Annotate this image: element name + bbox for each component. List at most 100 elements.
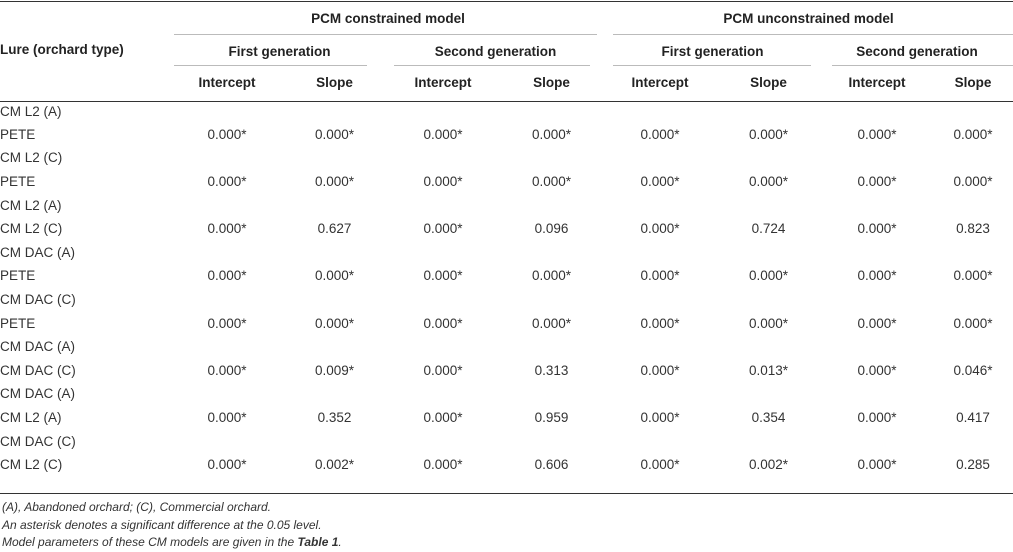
value-cell: 0.000*	[640, 268, 680, 284]
value-cell	[933, 241, 1013, 265]
value-cell: 0.417	[956, 410, 990, 426]
value-cell: 0.002*	[749, 457, 789, 473]
footnote-period: .	[338, 535, 342, 549]
value-cell	[387, 99, 499, 123]
table-row: CM L2 (C) 0.000* 0.002* 0.000* 0.606 0.000* 0.…	[0, 453, 1013, 477]
value-cell	[716, 146, 821, 170]
value-cell: 0.000*	[423, 126, 463, 142]
value-cell: 0.000*	[640, 315, 680, 331]
value-cell: 0.000*	[531, 174, 572, 190]
value-cell: 0.000*	[640, 410, 680, 426]
value-cell	[716, 382, 821, 406]
table-footnotes: (A), Abandoned orchard; (C), Commercial …	[2, 499, 342, 552]
value-cell	[499, 99, 604, 123]
value-cell	[604, 241, 716, 265]
model-header-unconstrained: PCM unconstrained model	[723, 10, 894, 26]
group-rule-gen	[613, 65, 811, 66]
value-cell: 0.000*	[640, 174, 680, 190]
value-cell	[716, 335, 821, 359]
table-row: CM DAC (A)	[0, 241, 1013, 265]
lure-label: CM L2 (A)	[0, 104, 62, 120]
value-cell: 0.000*	[314, 126, 355, 142]
value-cell: 0.013*	[749, 362, 789, 378]
value-cell: 0.000*	[423, 315, 463, 331]
value-cell: 0.000*	[207, 362, 247, 378]
value-cell: 0.000*	[423, 362, 463, 378]
value-cell	[282, 288, 387, 312]
value-cell	[387, 146, 499, 170]
param-header-intercept: Intercept	[198, 75, 256, 90]
value-cell: 0.000*	[640, 126, 680, 142]
generation-header: Second generation	[856, 43, 978, 59]
value-cell	[387, 335, 499, 359]
value-cell	[604, 193, 716, 217]
value-cell	[172, 429, 282, 453]
value-cell: 0.000*	[857, 221, 897, 237]
value-cell: 0.000*	[423, 457, 463, 473]
value-cell	[716, 241, 821, 265]
value-cell	[604, 429, 716, 453]
value-cell: 0.823	[956, 221, 990, 237]
table-row: CM L2 (A) 0.000* 0.352 0.000* 0.959 0.000* 0.3…	[0, 406, 1013, 430]
value-cell	[172, 146, 282, 170]
value-cell	[172, 241, 282, 265]
value-cell	[282, 146, 387, 170]
value-cell: 0.000*	[640, 362, 680, 378]
value-cell: 0.000*	[749, 174, 789, 190]
value-cell: 0.285	[956, 457, 990, 473]
value-cell	[604, 99, 716, 123]
footnote-model-reference: Model parameters of these CM models are …	[2, 534, 342, 552]
value-cell	[933, 288, 1013, 312]
param-header-intercept: Intercept	[631, 75, 689, 90]
value-cell: 0.009*	[314, 362, 355, 378]
value-cell	[387, 241, 499, 265]
table-row: CM DAC (C)	[0, 288, 1013, 312]
value-cell: 0.313	[534, 362, 569, 378]
lure-label: PETE	[0, 268, 36, 284]
table-row: CM L2 (C)	[0, 146, 1013, 170]
table-reference-link[interactable]: Table 1	[297, 535, 339, 549]
table-bottom-rule	[0, 493, 1013, 494]
value-cell: 0.000*	[953, 174, 993, 190]
value-cell: 0.000*	[640, 221, 680, 237]
generation-header: Second generation	[434, 43, 557, 59]
value-cell	[387, 429, 499, 453]
value-cell	[499, 429, 604, 453]
value-cell	[821, 241, 933, 265]
lure-label: CM L2 (A)	[0, 197, 62, 213]
value-cell	[172, 382, 282, 406]
value-cell: 0.046*	[953, 362, 993, 378]
value-cell: 0.000*	[423, 410, 463, 426]
table-row: CM DAC (A)	[0, 335, 1013, 359]
value-cell	[499, 288, 604, 312]
value-cell	[172, 335, 282, 359]
table-row: CM DAC (A)	[0, 382, 1013, 406]
value-cell	[604, 335, 716, 359]
lure-label: PETE	[0, 174, 36, 190]
value-cell	[282, 335, 387, 359]
lure-label: CM DAC (A)	[0, 339, 75, 355]
lure-label: CM DAC (A)	[0, 244, 75, 260]
value-cell	[282, 193, 387, 217]
value-cell: 0.000*	[314, 174, 355, 190]
value-cell: 0.002*	[314, 457, 355, 473]
value-cell: 0.000*	[423, 174, 463, 190]
value-cell: 0.000*	[314, 315, 355, 331]
value-cell	[821, 382, 933, 406]
value-cell: 0.000*	[531, 315, 572, 331]
value-cell	[172, 99, 282, 123]
value-cell: 0.000*	[207, 410, 247, 426]
value-cell	[933, 146, 1013, 170]
value-cell	[387, 288, 499, 312]
lure-label: CM DAC (C)	[0, 362, 76, 378]
value-cell: 0.606	[534, 457, 569, 473]
value-cell: 0.000*	[857, 268, 897, 284]
value-cell: 0.000*	[749, 126, 789, 142]
lure-label: CM L2 (A)	[0, 410, 62, 426]
param-header-intercept: Intercept	[414, 75, 472, 90]
value-cell	[499, 193, 604, 217]
param-header-slope: Slope	[533, 75, 570, 90]
value-cell	[282, 429, 387, 453]
value-cell: 0.096	[534, 221, 569, 237]
value-cell: 0.000*	[857, 315, 897, 331]
